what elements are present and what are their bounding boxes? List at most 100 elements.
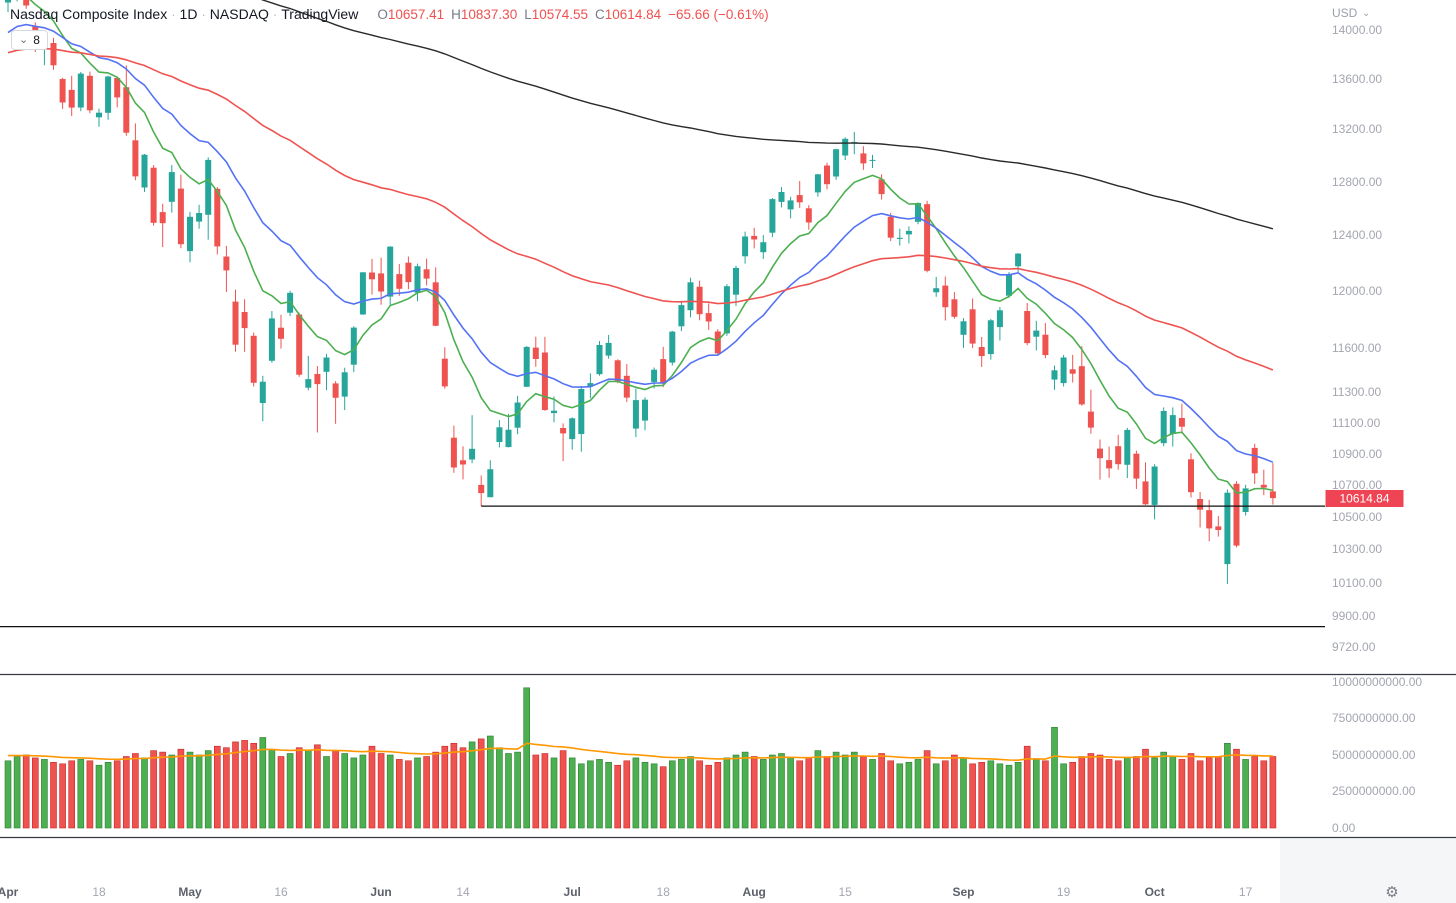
candle-body xyxy=(778,192,785,202)
volume-bar xyxy=(132,753,139,829)
candle-body xyxy=(705,313,712,322)
time-axis-label: Jul xyxy=(564,885,581,899)
candle-body xyxy=(196,213,203,222)
legend-collapse-button[interactable]: ⌄ 8 xyxy=(11,30,48,50)
candle-body xyxy=(177,188,184,245)
candle-body xyxy=(1124,429,1131,465)
volume-bar xyxy=(951,754,958,829)
volume-bar xyxy=(650,763,658,829)
volume-bar xyxy=(113,760,121,829)
candle-body xyxy=(496,427,503,442)
volume-bar xyxy=(368,745,376,829)
candle-body xyxy=(205,159,212,215)
candle-body xyxy=(141,154,148,188)
candle-body xyxy=(441,358,448,387)
candle-body xyxy=(1106,460,1113,469)
volume-bar xyxy=(486,735,494,829)
ma-line-ma-slow xyxy=(7,47,1274,371)
time-axis-label: May xyxy=(178,885,202,899)
candle-body xyxy=(241,312,248,329)
volume-bar xyxy=(887,760,895,829)
volume-bar xyxy=(323,756,330,829)
symbol-title[interactable]: Nasdaq Composite Index xyxy=(10,6,168,22)
candle-body xyxy=(423,269,430,279)
candle-body xyxy=(933,288,940,293)
volume-bar xyxy=(850,751,858,829)
price-axis-label: 13600.00 xyxy=(1332,72,1382,86)
volume-bar xyxy=(1196,760,1204,829)
volume-bar xyxy=(1260,760,1268,829)
candle-body xyxy=(541,352,548,410)
volume-bar xyxy=(1151,757,1158,829)
volume-bar xyxy=(77,759,85,829)
price-axis-label: 10700.00 xyxy=(1332,478,1382,492)
price-axis-label: 12400.00 xyxy=(1332,228,1382,242)
candle-body xyxy=(123,87,130,133)
volume-bar xyxy=(468,741,476,829)
volume-bar xyxy=(814,750,822,829)
candle-body xyxy=(614,360,621,382)
volume-bar xyxy=(314,744,321,829)
candle-body xyxy=(869,159,876,161)
candle-body xyxy=(596,345,603,375)
volume-bar xyxy=(232,741,239,829)
candle-body xyxy=(523,346,530,387)
volume-bar xyxy=(987,760,995,829)
candle-body xyxy=(187,216,193,252)
volume-bar xyxy=(1205,757,1213,829)
volume-bar xyxy=(4,760,12,829)
time-axis-scale[interactable] xyxy=(0,837,1280,903)
price-pane[interactable] xyxy=(0,0,1325,674)
currency-label[interactable]: USD xyxy=(1332,6,1358,20)
candle-body xyxy=(1178,418,1185,427)
volume-bar xyxy=(159,751,166,829)
time-axis-label: Sep xyxy=(952,885,974,899)
candle-body xyxy=(387,246,394,297)
chevron-down-icon: ⌄ xyxy=(19,34,29,46)
candle-body xyxy=(551,410,557,414)
price-axis-scale[interactable] xyxy=(1325,0,1456,837)
candle-body xyxy=(487,469,494,498)
volume-bar xyxy=(568,757,576,829)
candle-body xyxy=(960,321,967,335)
candle-body xyxy=(887,216,894,238)
candle-body xyxy=(1197,499,1204,510)
candle-body xyxy=(651,369,658,382)
candle-body xyxy=(824,165,830,185)
candle-body xyxy=(1133,453,1140,479)
candle-body xyxy=(23,0,30,6)
volume-bar xyxy=(869,759,876,829)
volume-bar xyxy=(741,751,749,829)
candle-body xyxy=(223,256,230,271)
time-axis-label: 17 xyxy=(1239,885,1253,899)
candle-body xyxy=(1169,415,1176,434)
volume-bar xyxy=(750,756,758,829)
volume-bar xyxy=(896,763,904,829)
ma-line-ma-medium xyxy=(7,23,1274,463)
candle-body xyxy=(1260,484,1267,488)
candle-body xyxy=(259,381,266,403)
time-axis-settings-gear-icon[interactable]: ⚙ xyxy=(1385,884,1398,901)
volume-bar xyxy=(969,763,976,829)
candle-body xyxy=(159,212,166,224)
candle-body xyxy=(68,89,75,108)
ma-line-ma-fast xyxy=(8,0,1274,494)
volume-bar xyxy=(941,760,949,829)
volume-bar xyxy=(204,750,212,829)
volume-pane[interactable] xyxy=(0,674,1325,837)
candle-body xyxy=(1115,446,1122,465)
candle-body xyxy=(1224,492,1231,565)
candle-body xyxy=(687,282,694,311)
price-axis-label: 10900.00 xyxy=(1332,447,1382,461)
candle-body xyxy=(587,383,594,387)
price-axis-label: 10100.00 xyxy=(1332,576,1382,590)
volume-bar xyxy=(577,763,585,829)
price-axis-label: 11600.00 xyxy=(1332,341,1381,355)
price-axis-label: 10300.00 xyxy=(1332,542,1382,556)
candle-body xyxy=(1142,481,1149,505)
candle-body xyxy=(432,282,439,326)
candle-body xyxy=(5,0,11,3)
volume-bar xyxy=(1087,753,1095,829)
volume-bar xyxy=(13,756,21,829)
